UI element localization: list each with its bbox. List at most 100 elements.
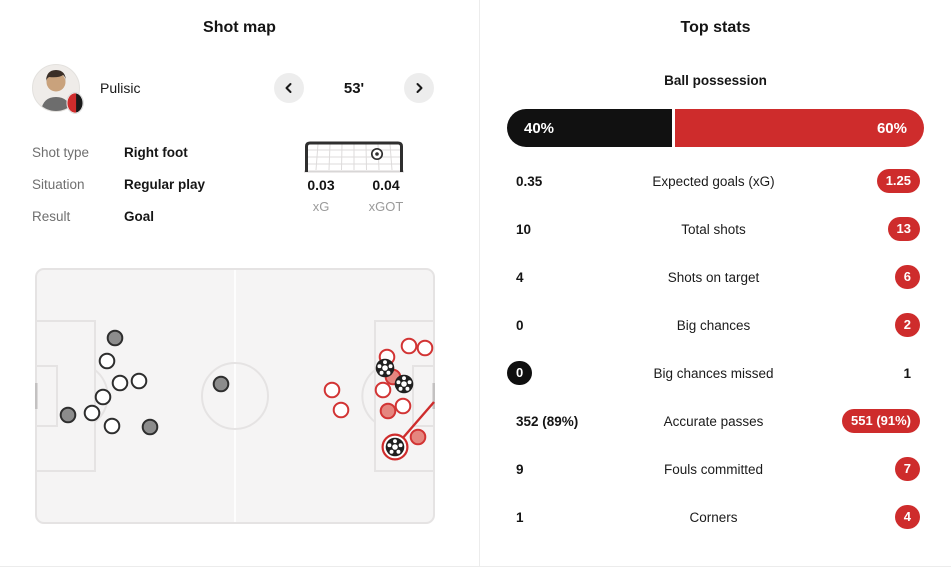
stat-value-left: 4 [516, 269, 524, 285]
stat-label: Shots on target [667, 269, 760, 285]
detail-label: Situation [32, 176, 85, 192]
possession-left-value: 40% [524, 119, 555, 137]
stat-label: Total shots [681, 221, 746, 237]
stat-row: 0 Big chances 2 [507, 301, 920, 349]
stat-value-left: 0 [507, 361, 612, 385]
stat-rows: 0.35 Expected goals (xG) 1.25 10 Total shots… [507, 157, 920, 541]
shot-navigation: 53' [274, 73, 434, 103]
shot-dot-miss[interactable] [130, 372, 148, 390]
stat-label: Expected goals (xG) [652, 173, 775, 189]
shot-player-row: Pulisic 53' [32, 63, 434, 114]
stat-label: Corners [689, 509, 738, 525]
shot-minute: 53' [343, 79, 365, 97]
goal-shot-icon[interactable] [375, 358, 395, 378]
detail-row-result: Result Goal [32, 200, 205, 232]
goal-shot-icon[interactable] [394, 374, 414, 394]
stat-value-left: 0 [516, 317, 524, 333]
club-crest-icon [66, 92, 84, 114]
right-goal [432, 383, 436, 409]
stat-value-left: 1 [516, 509, 524, 525]
detail-row-shot-type: Shot type Right foot [32, 136, 205, 168]
goal-frame-icon [304, 141, 404, 173]
stat-value-left: 352 (89%) [516, 413, 579, 429]
right-penalty-box [374, 320, 434, 472]
previous-shot-button[interactable] [274, 73, 304, 103]
shot-dot-on_target[interactable] [106, 329, 124, 347]
shot-dot-miss[interactable] [394, 397, 412, 415]
stat-value-right: 13 [815, 217, 920, 241]
shot-dot-on_target[interactable] [212, 375, 230, 393]
ball-in-goal-icon [370, 147, 384, 161]
stat-value-right: 6 [815, 265, 920, 289]
shot-dot-miss[interactable] [111, 374, 129, 392]
shot-dot-miss[interactable] [332, 401, 350, 419]
possession-label: Ball possession [664, 73, 767, 88]
center-circle [201, 362, 269, 430]
detail-value: Regular play [124, 176, 206, 192]
xgot-value: 0.04 [372, 177, 400, 193]
stat-row: 9 Fouls committed 7 [507, 445, 920, 493]
xgot-stat: 0.04 xGOT [354, 177, 418, 214]
top-stats-title: Top stats [680, 19, 751, 36]
stat-row: 10 Total shots 13 [507, 205, 920, 253]
shot-details: Shot type Right foot Situation Regular p… [32, 136, 205, 232]
shot-dot-on_target[interactable] [141, 418, 159, 436]
shot-dot-miss[interactable] [400, 337, 418, 355]
shot-dot-miss[interactable] [98, 352, 116, 370]
stat-row: 352 (89%) Accurate passes 551 (91%) [507, 397, 920, 445]
shot-dot-miss[interactable] [94, 388, 112, 406]
next-shot-button[interactable] [403, 73, 434, 103]
player-name: Pulisic [100, 80, 141, 96]
right-penalty-arc [361, 369, 376, 423]
stat-row: 1 Corners 4 [507, 493, 920, 541]
possession-left-segment: 40% [507, 109, 673, 147]
shot-dot-miss[interactable] [374, 381, 392, 399]
shot-map-title: Shot map [203, 19, 276, 36]
stat-row: 0.35 Expected goals (xG) 1.25 [507, 157, 920, 205]
shot-dot-on_target[interactable] [379, 402, 397, 420]
right-goal-area [412, 365, 434, 427]
chevron-right-icon [416, 83, 423, 93]
possession-right-value: 60% [876, 119, 907, 137]
shot-map-panel: Shot map Pulisic [32, 19, 436, 529]
detail-value: Goal [124, 208, 155, 224]
detail-label: Shot type [32, 144, 90, 160]
stat-value-right: 2 [815, 313, 920, 337]
shot-dot-miss[interactable] [323, 381, 341, 399]
detail-row-situation: Situation Regular play [32, 168, 205, 200]
stat-value-left: 0.35 [516, 173, 543, 189]
stat-value-left: 10 [516, 221, 532, 237]
goal-mouth-inset: 0.03 xG 0.04 xGOT [304, 140, 404, 230]
shot-dot-miss[interactable] [103, 417, 121, 435]
shot-dot-miss[interactable] [416, 339, 434, 357]
possession-right-segment: 60% [675, 109, 924, 147]
possession-bar: 40% 60% [507, 109, 924, 147]
xg-label: xG [312, 199, 330, 214]
shot-dot-on_target[interactable] [59, 406, 77, 424]
stat-label: Big chances missed [653, 365, 774, 381]
bottom-border [0, 566, 951, 567]
shot-dot-on_target[interactable] [409, 428, 427, 446]
xg-value: 0.03 [307, 177, 335, 193]
stat-value-right: 7 [815, 457, 920, 481]
detail-label: Result [32, 208, 71, 224]
stat-label: Accurate passes [663, 413, 764, 429]
chevron-left-icon [285, 83, 292, 93]
stat-value-right: 551 (91%) [815, 409, 920, 433]
player-avatar [32, 64, 84, 114]
goal-shot-icon[interactable] [385, 437, 405, 457]
detail-value: Right foot [124, 144, 188, 160]
stat-label: Fouls committed [663, 461, 764, 477]
stat-value-left: 9 [516, 461, 524, 477]
shot-dot-miss[interactable] [83, 404, 101, 422]
stat-row: 4 Shots on target 6 [507, 253, 920, 301]
panel-divider [479, 0, 480, 566]
stat-value-right: 4 [815, 505, 920, 529]
stat-label: Big chances [676, 317, 751, 333]
xg-stat: 0.03 xG [289, 177, 353, 214]
xgot-label: xGOT [368, 199, 404, 214]
stat-row: 0 Big chances missed 1 [507, 349, 920, 397]
selected-shot[interactable] [381, 433, 409, 461]
pitch [34, 268, 436, 529]
stat-value-right: 1.25 [815, 169, 920, 193]
